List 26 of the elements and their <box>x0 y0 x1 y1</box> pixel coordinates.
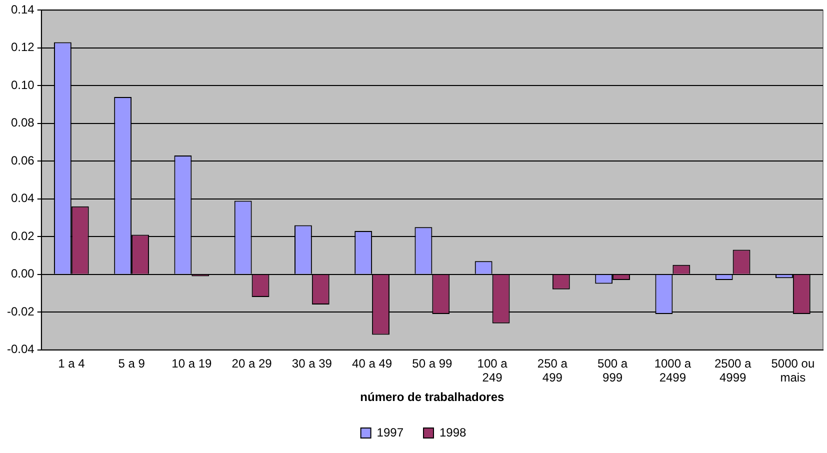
y-tick-label: -0.04 <box>6 342 35 356</box>
x-tick-label: 100 a 249 <box>477 356 508 385</box>
y-tick-label: 0.06 <box>10 153 35 168</box>
y-tick-label: 0.08 <box>10 116 35 130</box>
x-tick-label: 2500 a 4999 <box>714 356 752 385</box>
y-tick-label: 0.00 <box>10 266 35 281</box>
x-tick-label: 30 a 39 <box>292 356 332 370</box>
x-tick-label: 20 a 29 <box>232 356 272 370</box>
x-tick-label: 40 a 49 <box>352 356 392 370</box>
y-tick-label: 0.12 <box>10 40 35 54</box>
x-tick-label: 1000 a 2499 <box>654 356 692 385</box>
x-axis-title: número de trabalhadores <box>360 390 505 404</box>
x-tick-label: 5 a 9 <box>118 356 146 370</box>
x-tick-label: 5000 ou mais <box>771 356 815 385</box>
y-tick-label: -0.02 <box>6 304 35 318</box>
y-tick-label: 0.02 <box>10 228 35 243</box>
x-tick-label: 50 a 99 <box>412 356 453 370</box>
y-tick-label: 0.10 <box>10 78 35 92</box>
x-tick-label: 1 a 4 <box>58 356 86 370</box>
legend-label: 1997 <box>376 425 404 440</box>
y-tick-label: 0.14 <box>10 2 35 17</box>
legend-label: 1998 <box>440 425 467 440</box>
x-tick-label: 500 a 999 <box>598 356 628 385</box>
x-tick-label: 250 a 499 <box>537 356 568 385</box>
y-tick-label: 0.04 <box>10 191 35 206</box>
x-tick-label: 10 a 19 <box>172 356 212 370</box>
